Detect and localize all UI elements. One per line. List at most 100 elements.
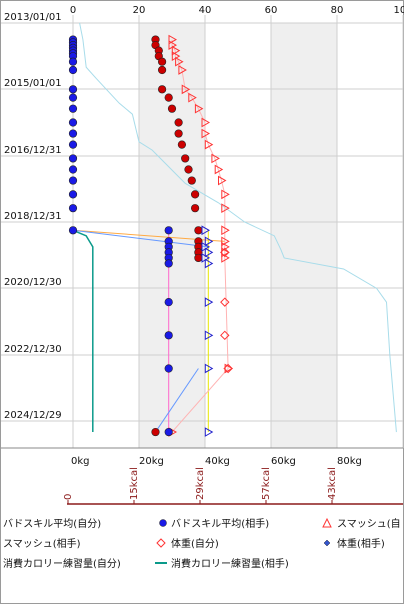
date-tick-label: 2013/01/01 xyxy=(4,12,62,23)
marker-smash-self xyxy=(224,363,234,374)
legend-item: スマッシュ(自 xyxy=(322,517,401,530)
legend-label: 消費カロリー練習量(自分) xyxy=(3,557,121,570)
date-tick-label: 2018/12/31 xyxy=(4,211,62,222)
date-tick-label: 2022/12/30 xyxy=(4,344,62,355)
marker-skill-opp xyxy=(191,204,200,213)
legend-item: 消費カロリー練習量(自分) xyxy=(3,557,121,570)
marker-skill-opp xyxy=(181,154,190,163)
legend-marker xyxy=(322,517,332,528)
marker-weight-self xyxy=(204,363,214,374)
legend-label: スマッシュ(自 xyxy=(337,517,401,530)
marker-skill-opp xyxy=(151,427,160,437)
kcal-tick-label: 29kcal xyxy=(195,467,206,500)
legend-label: 体重(自分) xyxy=(171,537,219,550)
marker-skill-self xyxy=(68,204,78,213)
top-tick-label: 80 xyxy=(331,5,344,16)
marker-weight-self xyxy=(204,236,214,247)
marker-smash-self xyxy=(188,92,197,103)
marker-smash-self xyxy=(194,103,204,114)
marker-smash-self xyxy=(221,203,230,214)
date-axis-ticks: 2013/01/01 2015/01/01 2016/12/31 2018/12/31… xyxy=(4,12,62,421)
date-tick-label: 2015/01/01 xyxy=(4,78,62,89)
bottom-axis: 0kg 20kg 40kg 60kg 80kg xyxy=(1,447,403,467)
marker-skill-opp xyxy=(164,93,173,102)
marker-weight-opp xyxy=(164,298,173,307)
marker-skill-self xyxy=(68,118,78,127)
marker-smash-self xyxy=(221,189,230,200)
legend-item: バドスキル平均(自分) xyxy=(3,517,101,530)
marker-weight-self xyxy=(204,427,214,437)
marker-skill-opp xyxy=(158,57,167,66)
bottom-tick-label: 40kg xyxy=(205,456,230,467)
date-tick-label: 2020/12/30 xyxy=(4,277,62,288)
legend-label: スマッシュ(相手) xyxy=(3,537,81,550)
date-tick-label: 2024/12/29 xyxy=(4,410,62,421)
connector-line-blue xyxy=(72,229,209,248)
marker-skill-opp xyxy=(158,65,167,75)
marker-skill-self xyxy=(68,65,78,75)
marker-skill-opp xyxy=(191,190,200,199)
marker-smash-self xyxy=(181,84,191,95)
marker-smash-self xyxy=(201,128,211,139)
kcal-tick-label: 43kcal xyxy=(327,467,338,500)
bottom-tick-label: 0kg xyxy=(71,456,90,467)
marker-weight-opp xyxy=(164,364,173,373)
marker-smash-opp xyxy=(223,363,233,374)
marker-skill-opp xyxy=(174,118,183,127)
marker-weight-self xyxy=(204,330,214,341)
legend-item: バドスキル平均(相手) xyxy=(159,517,269,530)
marker-smash-self xyxy=(175,56,184,67)
marker-weight-opp xyxy=(164,259,173,268)
marker-smash-self xyxy=(221,247,230,258)
marker-smash-self xyxy=(171,45,181,56)
marker-skill-self xyxy=(68,57,78,66)
marker-weight-opp xyxy=(164,226,173,235)
legend-label: 体重(相手) xyxy=(337,537,385,550)
marker-smash-self xyxy=(218,175,227,186)
marker-weight-self xyxy=(201,225,211,236)
marker-smash-self xyxy=(178,65,187,75)
marker-skill-self xyxy=(68,104,78,113)
legend-marker xyxy=(156,538,166,548)
chart-bands xyxy=(139,23,337,448)
series-line-calorie-opp xyxy=(72,229,94,433)
marker-weight-opp xyxy=(164,331,173,340)
top-tick-label: 100 xyxy=(393,5,404,16)
marker-skill-self xyxy=(68,154,78,163)
marker-smash-self xyxy=(204,139,214,150)
legend-item: スマッシュ(相手) xyxy=(3,537,81,550)
chart-grid xyxy=(1,15,404,448)
legend-item: 体重(相手) xyxy=(323,537,385,550)
marker-skill-opp xyxy=(184,165,193,174)
legend-item: 体重(自分) xyxy=(156,537,219,550)
marker-smash-opp xyxy=(220,330,230,341)
marker-smash-self xyxy=(211,153,220,164)
marker-skill-opp xyxy=(194,253,203,263)
marker-skill-opp xyxy=(158,85,167,94)
marker-smash-self xyxy=(221,236,230,247)
legend-marker xyxy=(323,539,331,547)
marker-smash-self xyxy=(221,225,230,236)
kcal-tick-label: 15kcal xyxy=(129,467,140,500)
series-lines xyxy=(72,22,397,433)
bottom-tick-label: 80kg xyxy=(337,456,362,467)
marker-smash-self xyxy=(201,117,211,128)
top-tick-label: 60 xyxy=(265,5,278,16)
marker-skill-self xyxy=(68,85,78,94)
top-tick-label: 20 xyxy=(133,5,146,16)
series-markers xyxy=(68,34,234,437)
legend-label: バドスキル平均(相手) xyxy=(171,517,269,530)
marker-smash-opp xyxy=(220,247,230,258)
marker-smash-self xyxy=(168,34,178,45)
marker-skill-self xyxy=(68,176,78,185)
marker-skill-opp xyxy=(187,176,196,185)
marker-smash-opp xyxy=(220,297,230,307)
date-tick-label: 2016/12/31 xyxy=(4,145,62,156)
marker-weight-self xyxy=(204,247,214,258)
marker-weight-opp xyxy=(164,427,173,437)
kcal-tick-label: 0 xyxy=(63,494,74,500)
legend-item: 消費カロリー練習量(相手) xyxy=(155,557,289,570)
